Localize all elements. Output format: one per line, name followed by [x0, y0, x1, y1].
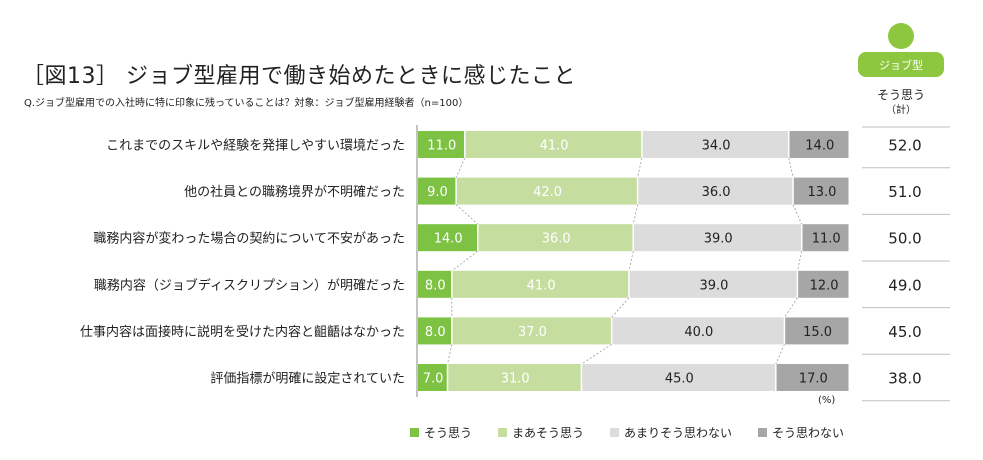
total-value: 49.0 — [888, 276, 921, 294]
bar-segment — [789, 131, 849, 158]
data-label: 12.0 — [810, 278, 839, 293]
connector-line — [611, 297, 630, 318]
person-icon: ジョブ型 — [858, 23, 944, 77]
data-label: 39.0 — [704, 232, 733, 247]
connector-line — [788, 157, 794, 178]
bar-segment — [793, 177, 849, 205]
connector-line — [775, 344, 785, 365]
data-label: 11.0 — [427, 139, 456, 154]
bar-segment — [418, 224, 477, 252]
bar-segment — [776, 364, 849, 391]
chart-subtitle: Q.ジョブ型雇用での入社時に特に印象に残っていることは？対象：ジョブ型雇用経験者… — [24, 98, 469, 109]
data-label: 9.0 — [427, 185, 448, 200]
bar-segment — [456, 177, 637, 205]
total-value: 50.0 — [888, 230, 921, 248]
data-label: 7.0 — [423, 372, 444, 387]
category-label: これまでのスキルや経験を発揮しやすい環境だった — [106, 139, 405, 154]
bar-segment — [798, 270, 849, 298]
legend-label: そう思わない — [772, 426, 845, 440]
data-label: 36.0 — [542, 232, 571, 247]
connector-line — [628, 251, 634, 271]
bar-segment — [418, 177, 456, 205]
avatar-label: ジョブ型 — [879, 58, 923, 72]
legend-item-s1: そう思う — [410, 424, 472, 441]
connector-line — [632, 204, 638, 225]
bar-segment — [418, 270, 452, 298]
bar-segment — [418, 131, 465, 158]
bar-segment — [802, 224, 849, 252]
data-label: 41.0 — [527, 278, 556, 293]
data-label: 39.0 — [699, 278, 728, 293]
data-label: 15.0 — [803, 325, 832, 340]
summary-header-sub: （計） — [886, 105, 916, 116]
category-label: 評価指標が明確に設定されていた — [210, 371, 405, 387]
legend-item-s4: そう思わない — [758, 424, 844, 441]
bar-segment — [638, 177, 793, 205]
bar-segment — [448, 364, 581, 391]
bar-segment — [582, 364, 776, 391]
bar-segment — [452, 317, 611, 345]
bar-segment — [478, 224, 633, 252]
connector-line — [455, 157, 466, 178]
connector-line — [447, 344, 453, 365]
total-value: 45.0 — [888, 323, 921, 341]
connector-line — [581, 344, 612, 365]
connector-line — [792, 204, 803, 225]
summary-header-label: そう思う — [876, 88, 925, 102]
data-label: 14.0 — [805, 139, 834, 154]
bar-segment — [418, 317, 452, 345]
data-label: 37.0 — [518, 325, 547, 340]
bar-segment — [629, 270, 797, 298]
unit-label: (%) — [818, 395, 836, 406]
legend-item-s3: あまりそう思わない — [610, 424, 732, 441]
legend-item-s2: まあそう思う — [498, 424, 584, 441]
connector-line — [784, 297, 798, 318]
total-value: 51.0 — [888, 183, 921, 201]
legend-label: まあそう思う — [512, 426, 585, 440]
data-label: 17.0 — [799, 372, 828, 387]
data-label: 31.0 — [501, 372, 530, 387]
data-label: 11.0 — [812, 232, 841, 247]
data-label: 40.0 — [684, 325, 713, 340]
legend-label: あまりそう思わない — [624, 426, 733, 440]
category-label: 職務内容が変わった場合の契約について不安があった — [93, 231, 405, 247]
legend-label: そう思う — [424, 426, 473, 440]
bar-segment — [642, 131, 789, 158]
bar-segment — [785, 317, 849, 345]
bar-segment — [634, 224, 801, 252]
data-label: 42.0 — [533, 185, 562, 200]
legend-swatch — [410, 428, 419, 437]
bar-segment — [418, 364, 447, 391]
total-value: 52.0 — [888, 137, 921, 155]
connector-line — [797, 251, 803, 271]
connector-line — [455, 204, 478, 225]
connector-line — [451, 250, 478, 272]
legend-swatch — [758, 428, 768, 437]
data-label: 8.0 — [425, 278, 446, 293]
total-value: 38.0 — [888, 370, 921, 388]
bar-segment — [452, 270, 629, 298]
summary-header: そう思う （計） — [858, 88, 944, 118]
bar-segment — [465, 131, 642, 158]
stacked-bar-chart: これまでのスキルや経験を発揮しやすい環境だった 11.0 41.0 34.0 14.0 5… — [80, 125, 950, 402]
data-label: 34.0 — [702, 139, 731, 154]
legend: そう思う まあそう思う あまりそう思わない そう思わない — [410, 424, 844, 441]
data-label: 41.0 — [540, 139, 569, 154]
legend-swatch — [610, 428, 620, 437]
category-label: 職務内容（ジョブディスクリプション）が明確だった — [94, 277, 405, 293]
bar-segment — [612, 317, 784, 345]
data-label: 13.0 — [807, 185, 836, 200]
data-label: 36.0 — [702, 185, 731, 200]
connector-line — [637, 157, 643, 178]
data-label: 8.0 — [425, 325, 446, 340]
category-label: 仕事内容は面接時に説明を受けた内容と齟齬はなかった — [80, 324, 405, 340]
data-label: 45.0 — [665, 372, 694, 387]
data-label: 14.0 — [434, 232, 463, 247]
chart-title: ［図13］ ジョブ型雇用で働き始めたときに感じたこと — [22, 64, 576, 89]
category-label: 他の社員との職務境界が不明確だった — [184, 184, 405, 200]
legend-swatch — [498, 428, 508, 437]
